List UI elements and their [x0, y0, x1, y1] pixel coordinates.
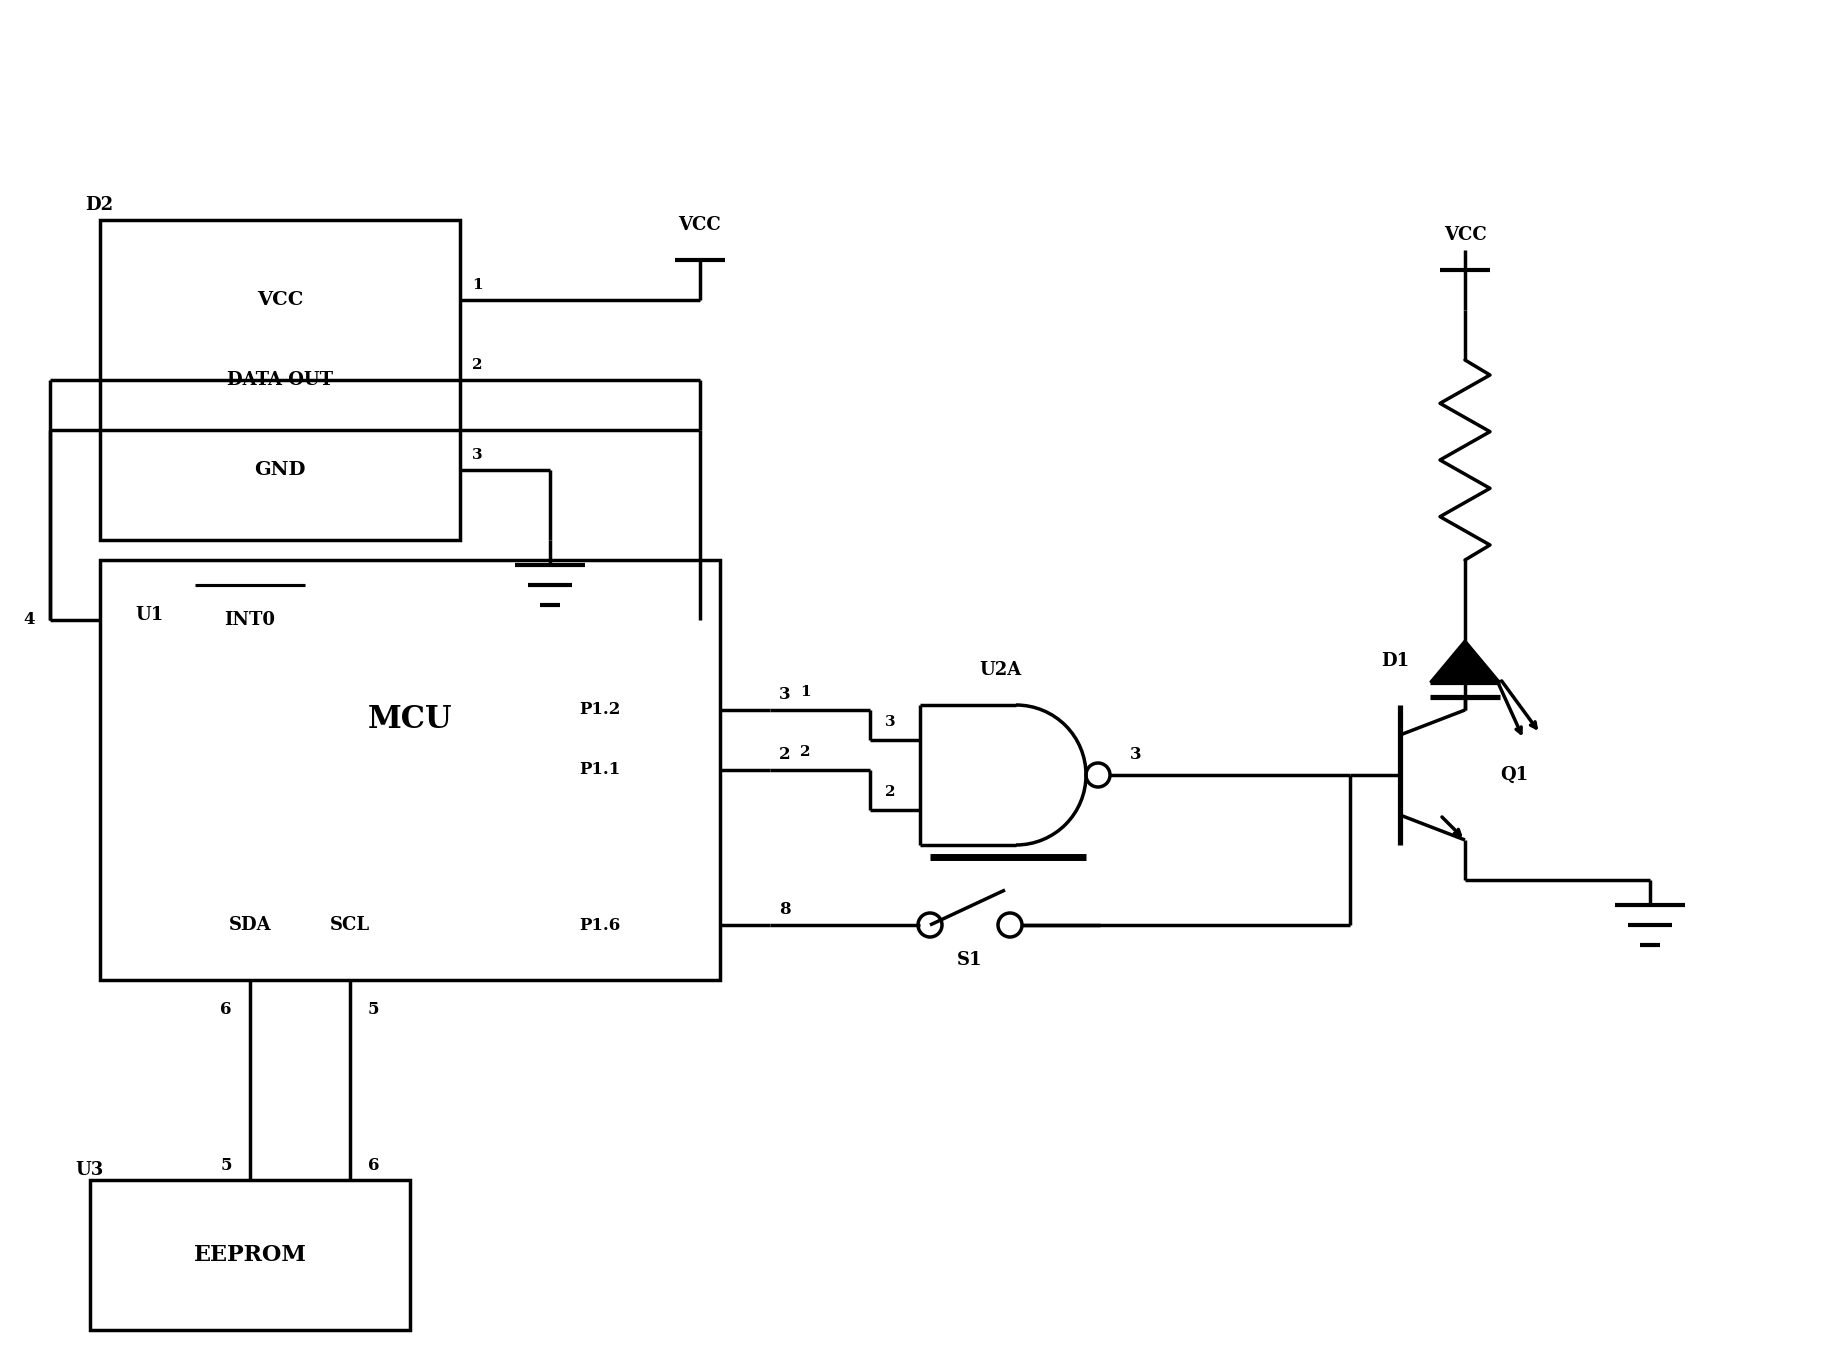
Text: 4: 4	[24, 612, 35, 628]
Text: 8: 8	[779, 902, 790, 918]
Text: 2: 2	[799, 745, 810, 759]
Text: 2: 2	[473, 358, 482, 373]
Text: U2A: U2A	[978, 661, 1021, 679]
Bar	[100, 560, 720, 981]
Bar	[90, 1180, 410, 1330]
Text: SCL: SCL	[330, 917, 369, 934]
Text: DATA OUT: DATA OUT	[227, 371, 332, 389]
Text: VCC: VCC	[1444, 226, 1486, 243]
Text: 3: 3	[473, 447, 482, 462]
Text: 1: 1	[799, 685, 810, 699]
Text: P1.1: P1.1	[580, 762, 620, 778]
Text: 3: 3	[779, 687, 790, 703]
Text: INT0: INT0	[225, 611, 275, 628]
Text: U1: U1	[135, 607, 162, 624]
Text: P1.2: P1.2	[580, 702, 620, 718]
Text: 6: 6	[367, 1156, 380, 1174]
Text: 3: 3	[884, 715, 895, 729]
Text: GND: GND	[255, 461, 306, 479]
Text: 1: 1	[473, 277, 482, 292]
Text: 2: 2	[884, 785, 895, 798]
Text: 2: 2	[779, 747, 790, 763]
Text: 5: 5	[367, 1001, 380, 1019]
Text: SDA: SDA	[229, 917, 271, 934]
Text: MCU: MCU	[367, 704, 452, 736]
Polygon shape	[1431, 641, 1501, 681]
Text: D1: D1	[1381, 651, 1408, 670]
Text: D2: D2	[85, 196, 113, 214]
Bar	[100, 220, 460, 540]
Text: 6: 6	[220, 1001, 233, 1019]
Text: Q1: Q1	[1501, 766, 1528, 783]
Text: 5: 5	[220, 1156, 233, 1174]
Text: U3: U3	[76, 1161, 103, 1179]
Text: EEPROM: EEPROM	[194, 1244, 306, 1266]
Text: P1.6: P1.6	[580, 917, 620, 933]
Text: VCC: VCC	[257, 291, 303, 309]
Text: VCC: VCC	[679, 216, 722, 234]
Text: 3: 3	[1130, 747, 1141, 763]
Text: S1: S1	[958, 951, 982, 968]
